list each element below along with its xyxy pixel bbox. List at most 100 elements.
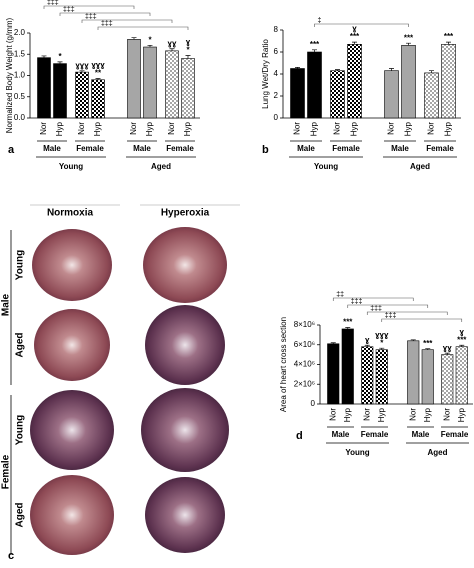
x-tick-label: Nor	[387, 122, 396, 135]
comparison-bracket	[59, 12, 151, 16]
y-tick-label: 8×10⁶	[294, 320, 315, 329]
sex-label: Female	[76, 144, 104, 153]
significance-label: ***	[310, 40, 320, 49]
y-tick-label: 0	[274, 113, 279, 122]
significance-label: *	[58, 52, 62, 61]
bar	[290, 68, 305, 119]
y-tick-label: 1.0	[14, 71, 26, 80]
error-bar	[79, 70, 85, 73]
comparison-label: ‡	[318, 17, 322, 24]
x-tick-label: Hyp	[55, 121, 64, 136]
error-bar	[295, 67, 300, 69]
error-bar	[335, 69, 340, 71]
error-bar	[147, 44, 153, 48]
bar	[424, 72, 439, 119]
significance-label: ɣɣɣ	[75, 61, 89, 70]
x-tick-label: Nor	[167, 122, 176, 135]
bar	[421, 349, 434, 405]
significance-label: ɣ	[352, 24, 357, 33]
significance-label: ***	[423, 339, 433, 348]
comparison-bracket	[81, 19, 173, 23]
x-tick-label: Nor	[129, 122, 138, 135]
sex-label: Male	[332, 430, 350, 439]
significance-label: *	[148, 35, 152, 44]
sex-label: Female	[441, 430, 469, 439]
tissue-image	[32, 229, 112, 301]
comparison-label: ‡‡‡	[101, 20, 113, 27]
y-axis-label: Area of heart cross section	[279, 317, 288, 412]
y-tick-label: 0.0	[14, 113, 26, 122]
comparison-label: ‡‡‡	[385, 312, 397, 319]
sex-label: Female	[426, 144, 454, 153]
x-tick-label: Nor	[333, 122, 342, 135]
error-bar	[185, 55, 191, 59]
bar	[407, 340, 420, 405]
y-axis-label: Lung Wet/Dry Ratio	[261, 39, 270, 109]
x-tick-label: Hyp	[457, 407, 466, 422]
significance-label: *	[186, 46, 190, 55]
x-tick-label: Nor	[328, 408, 337, 421]
y-tick-label: 2.0	[14, 28, 26, 37]
bar	[327, 343, 340, 405]
significance-label: ɣɣɣ	[375, 330, 389, 339]
x-tick-label: Nor	[408, 408, 417, 421]
y-tick-label: 1.5	[14, 49, 26, 58]
bar	[384, 70, 399, 119]
x-tick-label: Hyp	[310, 121, 319, 136]
tissue-image	[143, 227, 227, 303]
bar	[181, 58, 195, 119]
bar	[441, 354, 454, 405]
error-bar	[444, 352, 450, 355]
age-label: Aged	[410, 162, 430, 171]
error-bar	[312, 49, 317, 52]
sex-label: Female	[361, 430, 389, 439]
panel-letter: b	[262, 144, 269, 156]
tissue-image	[145, 305, 225, 385]
column-label: Hyperoxia	[161, 208, 210, 219]
x-tick-label: Nor	[362, 408, 371, 421]
bar	[375, 349, 388, 405]
significance-label: ɣɣɣ	[91, 61, 105, 70]
error-bar	[57, 61, 63, 64]
bar	[361, 346, 374, 405]
significance-label: **	[95, 69, 102, 78]
bar	[53, 63, 67, 119]
row-label: Aged	[15, 503, 26, 528]
x-tick-label: Nor	[77, 122, 86, 135]
x-tick-label: Hyp	[377, 407, 386, 422]
panel-letter: d	[296, 430, 303, 442]
row-label: Aged	[15, 333, 26, 358]
error-bar	[95, 78, 101, 80]
error-bar	[459, 344, 465, 347]
sex-label: Male	[297, 144, 315, 153]
y-tick-label: 6×10⁶	[294, 340, 315, 349]
x-tick-label: Hyp	[423, 407, 432, 422]
significance-label: ɣɣ	[168, 39, 177, 48]
bar	[75, 71, 89, 119]
tissue-image	[30, 475, 114, 555]
tissue-image	[141, 388, 229, 472]
y-tick-label: 0	[311, 399, 316, 408]
x-tick-label: Nor	[442, 408, 451, 421]
error-bar	[131, 37, 137, 40]
comparison-label: ‡‡‡	[63, 6, 75, 13]
error-bar	[345, 327, 351, 329]
x-tick-label: Nor	[39, 122, 48, 135]
comparison-label: ‡‡	[336, 291, 344, 298]
error-bar	[425, 348, 431, 350]
error-bar	[379, 347, 385, 350]
y-tick-label: 4×10⁶	[294, 360, 315, 369]
y-tick-label: 4	[274, 69, 279, 78]
comparison-bracket	[366, 311, 448, 315]
y-tick-label: 2	[274, 91, 279, 100]
significance-label: ***	[350, 32, 360, 41]
x-tick-label: Hyp	[145, 121, 154, 136]
sex-label: Male	[391, 144, 409, 153]
x-tick-label: Hyp	[93, 121, 102, 136]
bar	[307, 51, 322, 119]
significance-label: ɣ	[460, 327, 465, 336]
age-label: Aged	[428, 448, 448, 457]
tissue-image	[145, 477, 225, 553]
bar	[330, 70, 345, 119]
